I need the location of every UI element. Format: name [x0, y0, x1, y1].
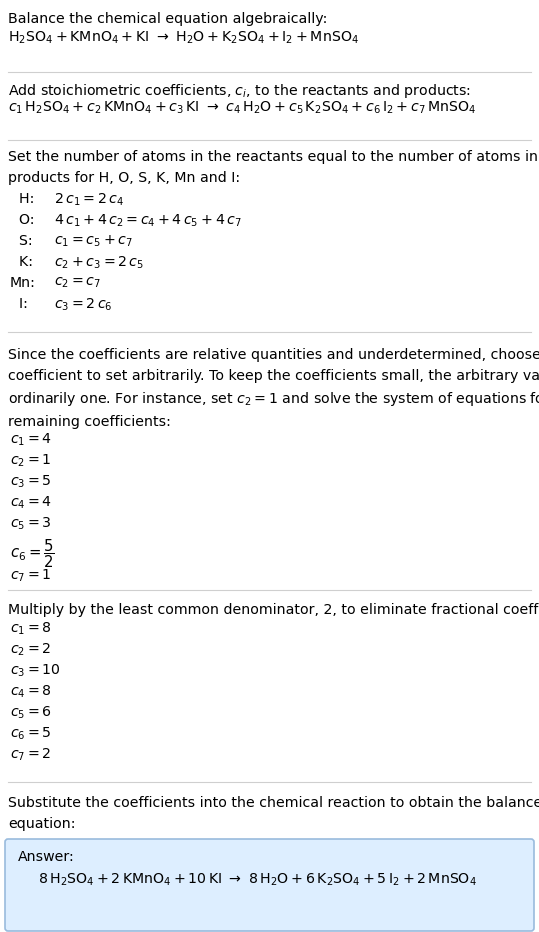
Text: $c_4 = 8$: $c_4 = 8$: [10, 684, 52, 701]
Text: $c_2 = 2$: $c_2 = 2$: [10, 642, 51, 658]
Text: H:: H:: [10, 192, 34, 206]
Text: Set the number of atoms in the reactants equal to the number of atoms in the
pro: Set the number of atoms in the reactants…: [8, 150, 539, 185]
Text: $c_4 = 4$: $c_4 = 4$: [10, 495, 52, 512]
Text: $c_1 = 8$: $c_1 = 8$: [10, 621, 52, 637]
Text: $c_6 = \dfrac{5}{2}$: $c_6 = \dfrac{5}{2}$: [10, 537, 55, 569]
Text: $c_2 = c_7$: $c_2 = c_7$: [54, 276, 101, 291]
Text: I:: I:: [10, 297, 28, 311]
Text: $c_1 = c_5 + c_7$: $c_1 = c_5 + c_7$: [54, 234, 133, 250]
Text: $c_5 = 6$: $c_5 = 6$: [10, 705, 52, 721]
Text: S:: S:: [10, 234, 33, 248]
Text: Add stoichiometric coefficients, $c_i$, to the reactants and products:: Add stoichiometric coefficients, $c_i$, …: [8, 82, 471, 100]
Text: $4\,c_1 + 4\,c_2 = c_4 + 4\,c_5 + 4\,c_7$: $4\,c_1 + 4\,c_2 = c_4 + 4\,c_5 + 4\,c_7…: [54, 213, 241, 229]
Text: $c_3 = 10$: $c_3 = 10$: [10, 663, 61, 679]
Text: $8\,\mathrm{H_2SO_4} + 2\,\mathrm{KMnO_4} + 10\,\mathrm{KI}$$\ \rightarrow\ $$8\: $8\,\mathrm{H_2SO_4} + 2\,\mathrm{KMnO_4…: [38, 872, 477, 888]
Text: $\mathrm{H_2SO_4 + KMnO_4 + KI}$$\ \rightarrow\ $$\mathrm{H_2O + K_2SO_4 + I_2 +: $\mathrm{H_2SO_4 + KMnO_4 + KI}$$\ \righ…: [8, 30, 359, 47]
Text: $c_2 + c_3 = 2\,c_5$: $c_2 + c_3 = 2\,c_5$: [54, 255, 144, 271]
Text: $2\,c_1 = 2\,c_4$: $2\,c_1 = 2\,c_4$: [54, 192, 124, 209]
Text: $c_2 = 1$: $c_2 = 1$: [10, 453, 51, 470]
Text: Multiply by the least common denominator, 2, to eliminate fractional coefficient: Multiply by the least common denominator…: [8, 603, 539, 617]
Text: Mn:: Mn:: [10, 276, 36, 290]
Text: $c_3 = 5$: $c_3 = 5$: [10, 474, 52, 490]
Text: Answer:: Answer:: [18, 850, 75, 864]
Text: Substitute the coefficients into the chemical reaction to obtain the balanced
eq: Substitute the coefficients into the che…: [8, 796, 539, 830]
Text: O:: O:: [10, 213, 34, 227]
Text: Since the coefficients are relative quantities and underdetermined, choose a
coe: Since the coefficients are relative quan…: [8, 348, 539, 429]
Text: $c_5 = 3$: $c_5 = 3$: [10, 516, 52, 532]
Text: $c_7 = 1$: $c_7 = 1$: [10, 568, 51, 584]
Text: $c_7 = 2$: $c_7 = 2$: [10, 747, 51, 763]
Text: $c_1\,\mathrm{H_2SO_4} + c_2\,\mathrm{KMnO_4} + c_3\,\mathrm{KI}$$\ \rightarrow\: $c_1\,\mathrm{H_2SO_4} + c_2\,\mathrm{KM…: [8, 100, 476, 116]
Text: K:: K:: [10, 255, 33, 269]
Text: $c_1 = 4$: $c_1 = 4$: [10, 432, 52, 448]
Text: $c_6 = 5$: $c_6 = 5$: [10, 726, 52, 743]
Text: $c_3 = 2\,c_6$: $c_3 = 2\,c_6$: [54, 297, 113, 313]
Text: Balance the chemical equation algebraically:: Balance the chemical equation algebraica…: [8, 12, 327, 26]
FancyBboxPatch shape: [5, 839, 534, 931]
